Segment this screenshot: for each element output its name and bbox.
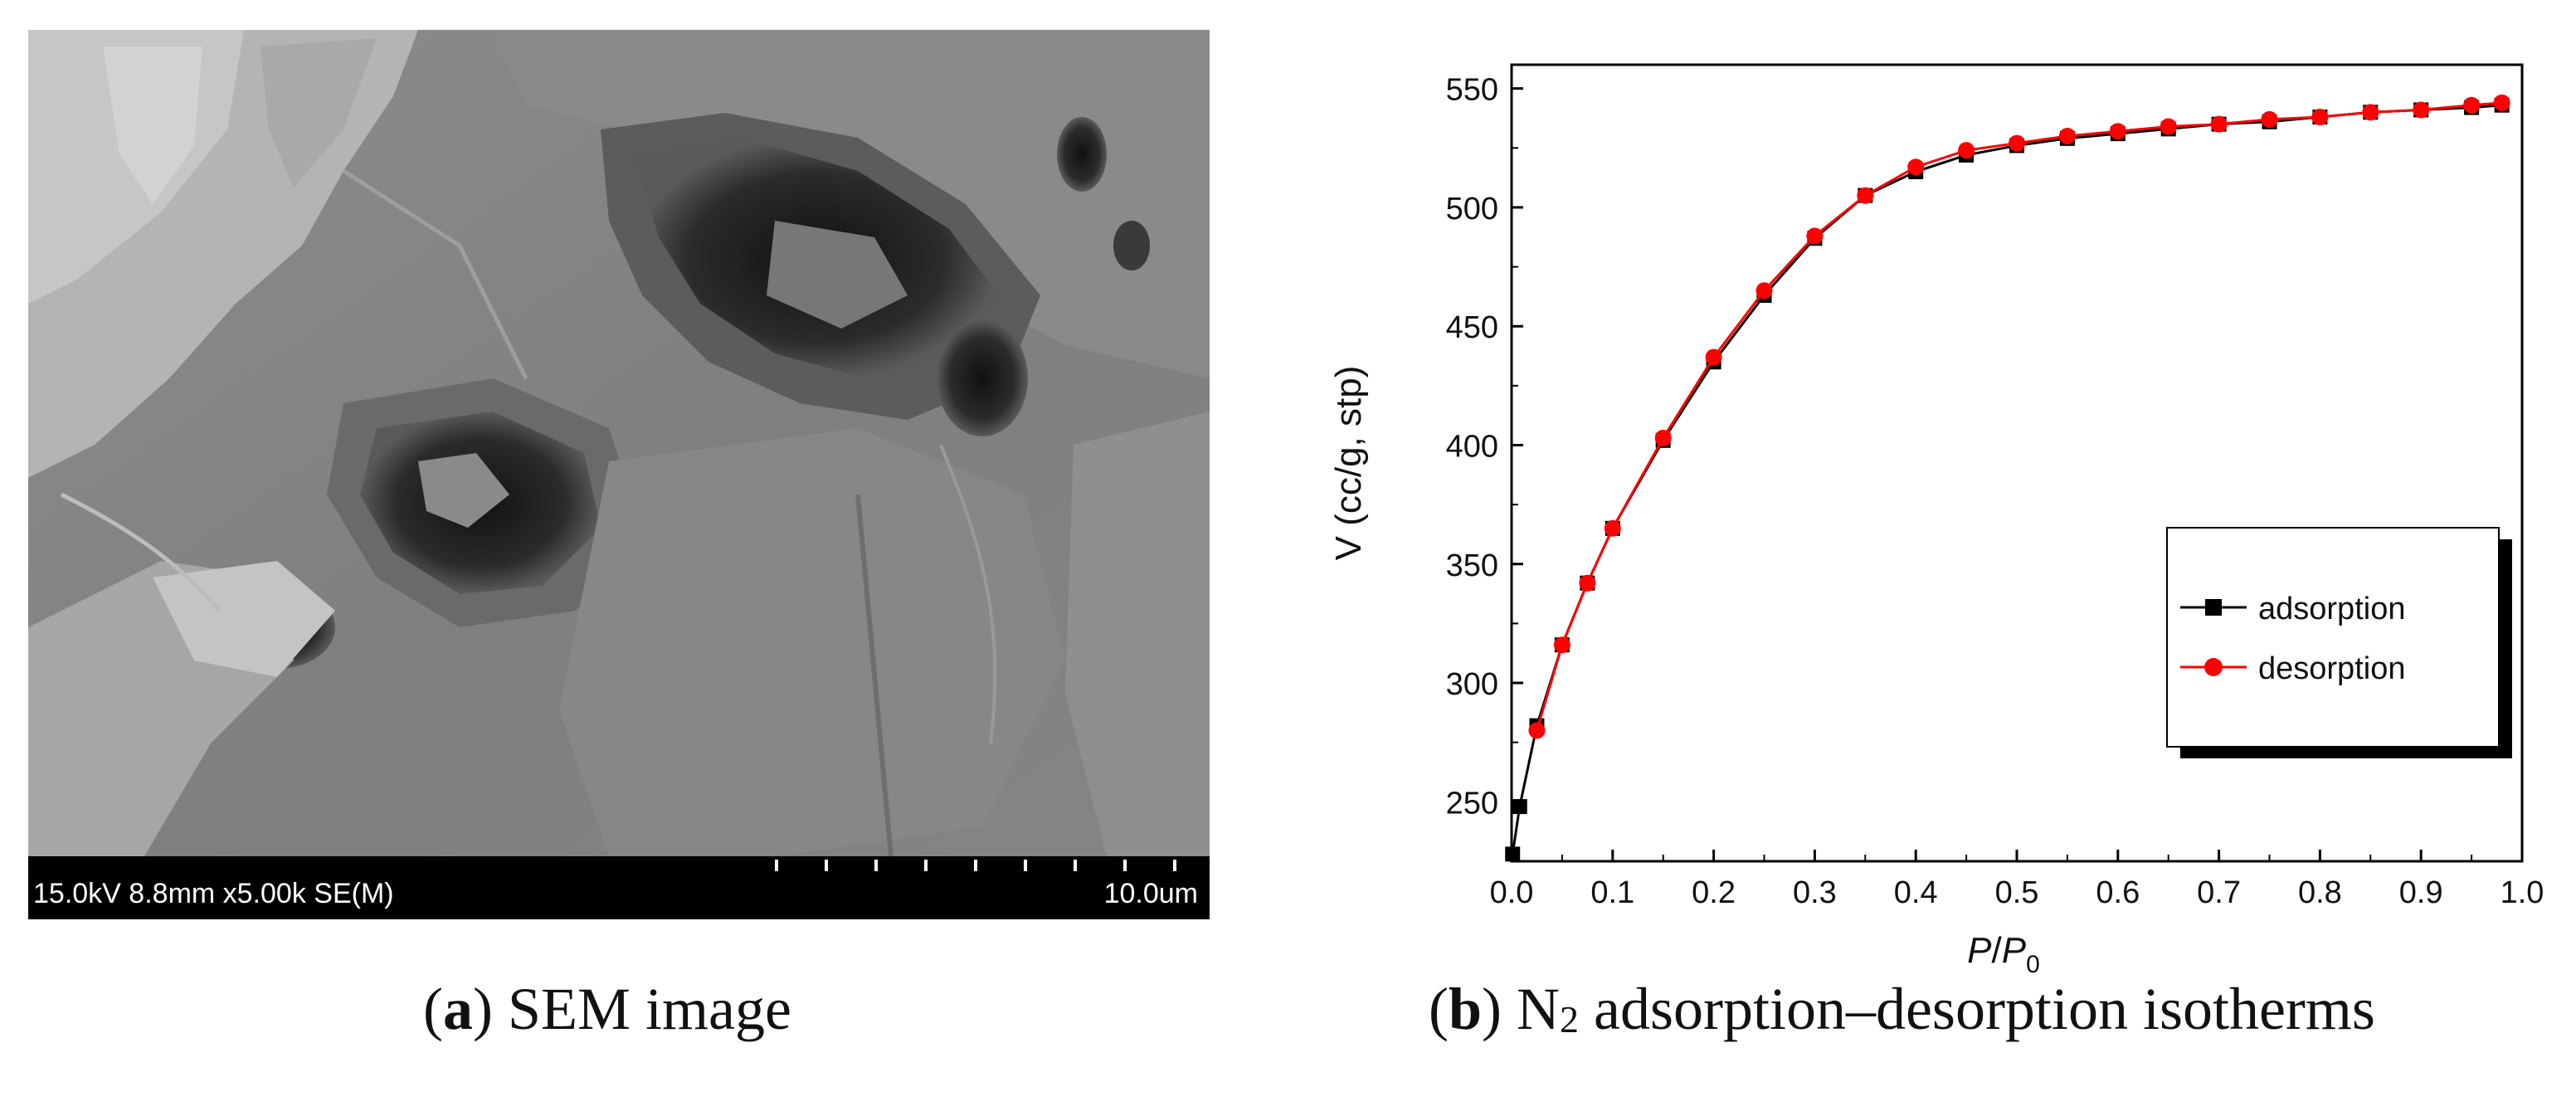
y-tick-label: 300	[1446, 667, 1498, 702]
adsorption-point	[1505, 846, 1521, 862]
y-axis-label: V (cc/g, stp)	[1328, 366, 1369, 561]
caption-a-letter: a	[442, 976, 473, 1042]
desorption-point	[1579, 574, 1596, 592]
desorption-point	[1705, 348, 1722, 366]
legend-adsorption-label: adsorption	[2258, 592, 2405, 626]
desorption-point	[2362, 104, 2379, 121]
x-tick-label: 0.7	[2197, 875, 2241, 910]
y-tick-label: 450	[1446, 310, 1498, 345]
desorption-point	[1958, 142, 1975, 159]
x-axis-label-p2: P	[2002, 930, 2027, 971]
x-tick-label: 0.4	[1894, 875, 1938, 910]
desorption-point	[2058, 127, 2076, 144]
sem-banner-settings: 15.0kV 8.8mm x5.00k SE(M)	[33, 878, 394, 909]
desorption-point	[1806, 227, 1824, 245]
legend-adsorption-marker	[2205, 599, 2222, 616]
caption-a-close: )	[472, 976, 493, 1042]
x-tick-label: 1.0	[2501, 875, 2544, 910]
legend-box	[2166, 527, 2500, 748]
sem-image: 15.0kV 8.8mm x5.00k SE(M) 10.0um	[28, 30, 1210, 919]
caption-b-close: )	[1482, 976, 1502, 1042]
adsorption-point	[1512, 799, 1527, 815]
x-tick-label: 0.6	[2096, 875, 2140, 910]
desorption-point	[2160, 118, 2177, 135]
x-tick-label: 0.8	[2298, 875, 2342, 910]
sem-info-banner	[28, 856, 1210, 919]
caption-a: (a) SEM image	[423, 979, 791, 1039]
x-axis-ticks: 0.0 0.1 0.2 0.3 0.4 0.5 0.6 0.7 0.8 0.9 1.0	[1490, 850, 2544, 910]
desorption-point	[2463, 96, 2481, 114]
x-tick-label: 0.2	[1692, 875, 1736, 910]
caption-b-text-after: adsorption–desorption isotherms	[1579, 976, 2375, 1042]
caption-b-text-before: N	[1502, 976, 1561, 1042]
desorption-point	[2210, 115, 2228, 133]
x-axis-label-slash: /	[1992, 930, 2003, 971]
x-tick-label: 0.1	[1590, 875, 1634, 910]
desorption-point	[2493, 94, 2510, 111]
sem-micrograph	[28, 30, 1210, 857]
desorption-point	[1604, 519, 1621, 537]
legend-desorption-marker	[2204, 658, 2223, 676]
y-tick-label: 400	[1446, 430, 1498, 465]
desorption-point	[2009, 134, 2025, 152]
desorption-point	[1553, 636, 1570, 654]
caption-b-open: (	[1429, 976, 1449, 1042]
caption-a-text: SEM image	[492, 976, 791, 1042]
caption-b-subscript: 2	[1560, 998, 1580, 1040]
desorption-point	[1755, 282, 1773, 300]
desorption-point	[2311, 109, 2329, 126]
caption-b-letter: b	[1448, 976, 1483, 1042]
desorption-point	[2261, 110, 2278, 128]
x-axis-label: P/P0	[1967, 930, 2040, 978]
series-layer	[1505, 94, 2510, 862]
x-tick-label: 0.9	[2399, 875, 2443, 910]
desorption-point	[1857, 187, 1874, 204]
legend-desorption-label: desorption	[2258, 651, 2405, 686]
desorption-point	[2109, 123, 2126, 140]
y-tick-label: 550	[1446, 73, 1498, 108]
x-tick-label: 0.5	[1995, 875, 2039, 910]
desorption-point	[1528, 722, 1546, 739]
x-axis-label-subscript: 0	[2026, 951, 2040, 978]
legend: adsorption desorption	[2166, 527, 2512, 758]
x-tick-label: 0.0	[1490, 875, 1534, 910]
desorption-point	[1907, 158, 1925, 176]
y-axis-ticks: 250 300 350 400 450 500 550	[1446, 73, 1523, 821]
caption-b: (b) N2 adsorption–desorption isotherms	[1429, 979, 2375, 1039]
isotherm-chart: 0.0 0.1 0.2 0.3 0.4 0.5 0.6 0.7 0.8 0.9 1.0 250 300…	[1328, 63, 2544, 978]
desorption-point	[1654, 429, 1672, 446]
x-tick-label: 0.3	[1793, 875, 1837, 910]
x-axis-label-p: P	[1967, 930, 1992, 971]
y-tick-label: 250	[1446, 786, 1498, 821]
caption-a-open: (	[423, 976, 443, 1042]
desorption-point	[2413, 101, 2430, 119]
desorption-line	[1536, 101, 2502, 731]
sem-banner-scale-label: 10.0um	[1104, 878, 1198, 909]
y-tick-label: 500	[1446, 192, 1498, 227]
y-tick-label: 350	[1446, 548, 1498, 583]
sem-scale-bar	[775, 860, 1176, 871]
